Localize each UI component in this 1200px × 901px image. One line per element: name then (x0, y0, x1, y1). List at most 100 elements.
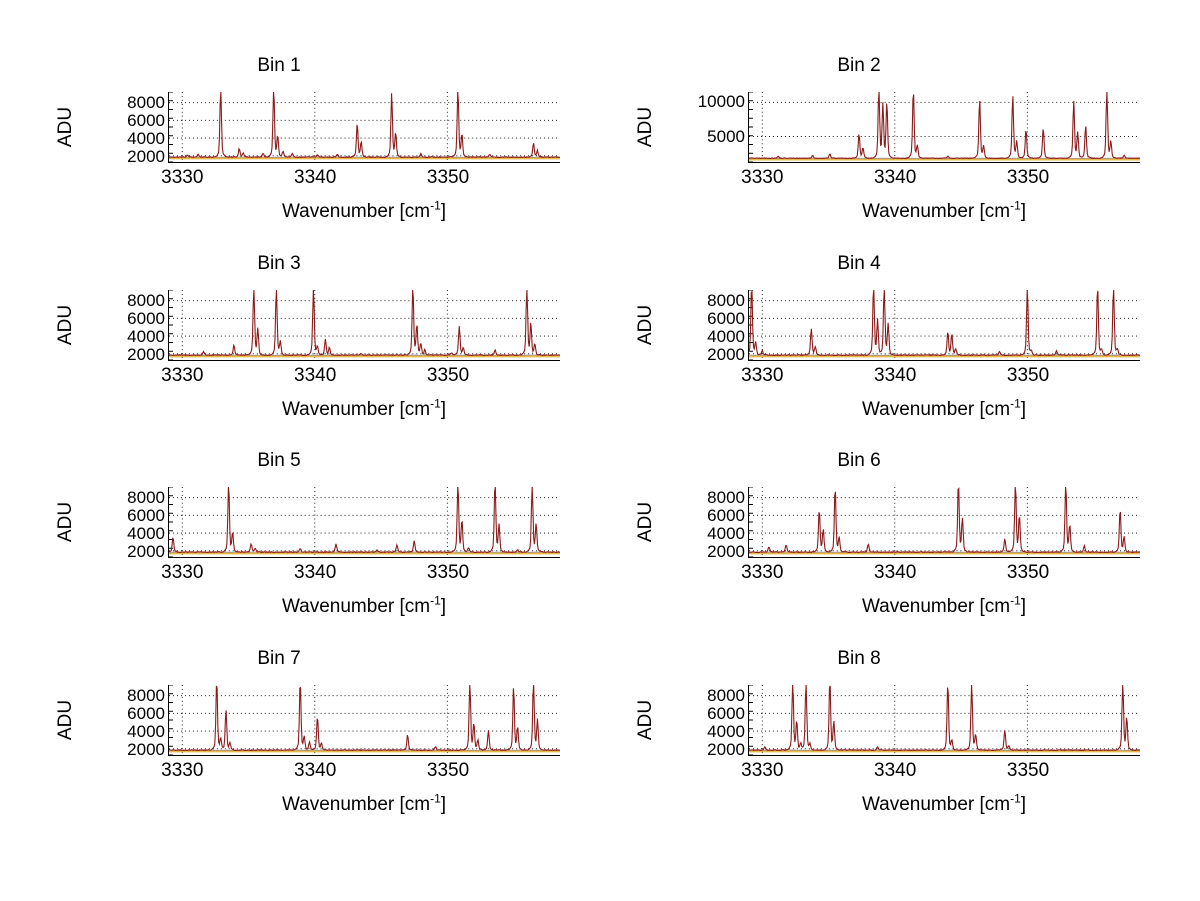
x-axis-label-suffix: ] (440, 794, 447, 815)
panel-bin-4: Bin 4 ADU 2000 4000 6000 8000 3330 3340 3350 Wave… (580, 253, 1180, 453)
panel-title: Bin 2 (837, 55, 881, 76)
x-axis-label: Wavenumber [cm-1] (748, 595, 1140, 618)
x-tick-label: 3330 (741, 760, 784, 781)
x-tick-label: 3340 (874, 167, 917, 188)
x-tick-label: 3340 (294, 562, 337, 583)
y-tick-labels: 5000 10000 (659, 92, 749, 162)
panel-title: Bin 7 (257, 648, 301, 669)
panel-title: Bin 4 (837, 253, 881, 274)
panel-bin-5: Bin 5 ADU 2000 4000 6000 8000 3330 3340 3350 Wave… (0, 450, 600, 650)
spectrum-trace (169, 92, 560, 159)
y-tick-label: 2000 (707, 739, 745, 759)
x-tick-label: 3350 (1006, 562, 1050, 583)
x-axis-label-suffix: ] (1020, 794, 1027, 815)
y-tick-label: 8000 (127, 290, 165, 310)
x-tick-label: 3350 (1006, 760, 1050, 781)
x-tick-label: 3330 (161, 760, 204, 781)
spectrum-plot (169, 487, 560, 557)
y-tick-label: 2000 (127, 146, 165, 166)
plot-area: 2000 4000 6000 8000 3330 3340 3350 (127, 487, 560, 583)
y-axis-label: ADU (55, 501, 76, 542)
x-axis-label: Wavenumber [cm-1] (748, 200, 1140, 223)
spectrum-plot (169, 92, 560, 162)
y-tick-label: 2000 (127, 344, 165, 364)
x-tick-label: 3330 (741, 167, 784, 188)
plot-area: 2000 4000 6000 8000 3330 3340 3350 (707, 487, 1140, 583)
y-tick-labels: 2000 4000 6000 8000 (659, 290, 749, 363)
y-tick-label: 6000 (127, 110, 165, 130)
x-tick-label: 3350 (1006, 365, 1050, 386)
plot-area: 2000 4000 6000 8000 3330 3340 3350 (127, 685, 560, 781)
x-axis-label-text: Wavenumber [cm (861, 201, 1011, 222)
y-tick-label: 10000 (697, 92, 745, 112)
x-tick-label: 3340 (294, 167, 337, 188)
y-tick-label: 2000 (707, 541, 745, 561)
plot-area: 2000 4000 6000 8000 3330 3340 3350 (127, 290, 560, 386)
spectrum-trace (749, 290, 1140, 357)
x-axis-label: Wavenumber [cm-1] (168, 791, 560, 816)
plot-area: 5000 10000 3330 3340 3350 (698, 92, 1140, 188)
y-tick-labels: 2000 4000 6000 8000 (79, 487, 169, 560)
y-axis-label: ADU (635, 106, 656, 147)
x-tick-label: 3340 (294, 760, 337, 781)
x-axis-label: Wavenumber [cm-1] (168, 396, 560, 421)
y-tick-label: 4000 (707, 326, 745, 346)
x-axis-label-text: Wavenumber [cm (281, 201, 431, 222)
x-axis-label: Wavenumber [cm-1] (748, 793, 1140, 816)
spectrum-plot (749, 685, 1140, 755)
plot-area: 2000 4000 6000 8000 3330 3340 3350 (707, 685, 1140, 781)
x-axis-label-exponent: -1 (430, 791, 441, 806)
x-tick-label: 3350 (426, 760, 470, 781)
x-tick-label: 3350 (426, 365, 470, 386)
y-axis-label: ADU (55, 699, 76, 740)
x-tick-label: 3330 (741, 562, 784, 583)
y-tick-label: 6000 (707, 703, 745, 723)
panel-title: Bin 3 (257, 253, 301, 274)
y-tick-labels: 2000 4000 6000 8000 (659, 685, 749, 759)
y-tick-label: 8000 (707, 290, 745, 310)
panel-bin-1: Bin 1 ADU 2000 4000 6000 8000 3330 3340 3350 Wave… (0, 55, 600, 255)
spectrum-plot (169, 290, 560, 360)
y-tick-label: 6000 (127, 505, 165, 525)
x-axis-label-exponent: -1 (430, 396, 441, 411)
y-tick-labels: 2000 4000 6000 8000 (659, 487, 749, 561)
x-axis-label-text: Wavenumber [cm (861, 596, 1011, 617)
x-axis-label-text: Wavenumber [cm (281, 596, 431, 617)
x-axis-label: Wavenumber [cm-1] (168, 593, 560, 618)
x-axis-label-text: Wavenumber [cm (281, 399, 431, 420)
y-tick-label: 4000 (127, 523, 165, 543)
y-axis-label: ADU (635, 699, 656, 740)
y-axis-label: ADU (55, 106, 76, 147)
panel-bin-6: Bin 6 ADU 2000 4000 6000 8000 3330 3340 3350 Wave… (580, 450, 1180, 650)
spectrum-trace (169, 290, 560, 357)
y-tick-label: 2000 (127, 739, 165, 759)
y-tick-label: 4000 (707, 721, 745, 741)
y-axis-label: ADU (635, 304, 656, 345)
y-tick-label: 4000 (127, 128, 165, 148)
y-tick-labels: 2000 4000 6000 8000 (79, 290, 169, 364)
panel-bin-2: Bin 2 ADU 5000 10000 3330 3340 3350 Wavenumber … (580, 55, 1180, 255)
x-axis-label-text: Wavenumber [cm (861, 794, 1011, 815)
x-tick-label: 3340 (874, 365, 917, 386)
plot-area: 2000 4000 6000 8000 3330 3340 3350 (707, 290, 1140, 386)
panel-title: Bin 5 (257, 450, 301, 471)
y-tick-label: 4000 (707, 523, 745, 543)
y-tick-label: 6000 (127, 703, 165, 723)
panel-title: Bin 1 (257, 55, 301, 76)
y-tick-label: 8000 (707, 685, 745, 705)
x-axis-label-exponent: -1 (430, 593, 441, 608)
y-tick-label: 4000 (127, 326, 165, 346)
x-axis-label-suffix: ] (440, 201, 447, 222)
x-tick-label: 3330 (161, 562, 204, 583)
spectrum-plot (749, 487, 1140, 557)
x-axis-label: Wavenumber [cm-1] (748, 398, 1140, 421)
x-axis-label-suffix: ] (440, 399, 447, 420)
y-axis-label: ADU (55, 304, 76, 345)
y-tick-label: 4000 (127, 721, 165, 741)
spectrum-trace (169, 685, 560, 752)
x-axis-label-suffix: ] (1020, 399, 1027, 420)
panel-bin-8: Bin 8 ADU 2000 4000 6000 8000 3330 3340 3350 Wave… (580, 648, 1180, 848)
x-axis-label-text: Wavenumber [cm (281, 794, 431, 815)
y-tick-label: 8000 (127, 487, 165, 507)
